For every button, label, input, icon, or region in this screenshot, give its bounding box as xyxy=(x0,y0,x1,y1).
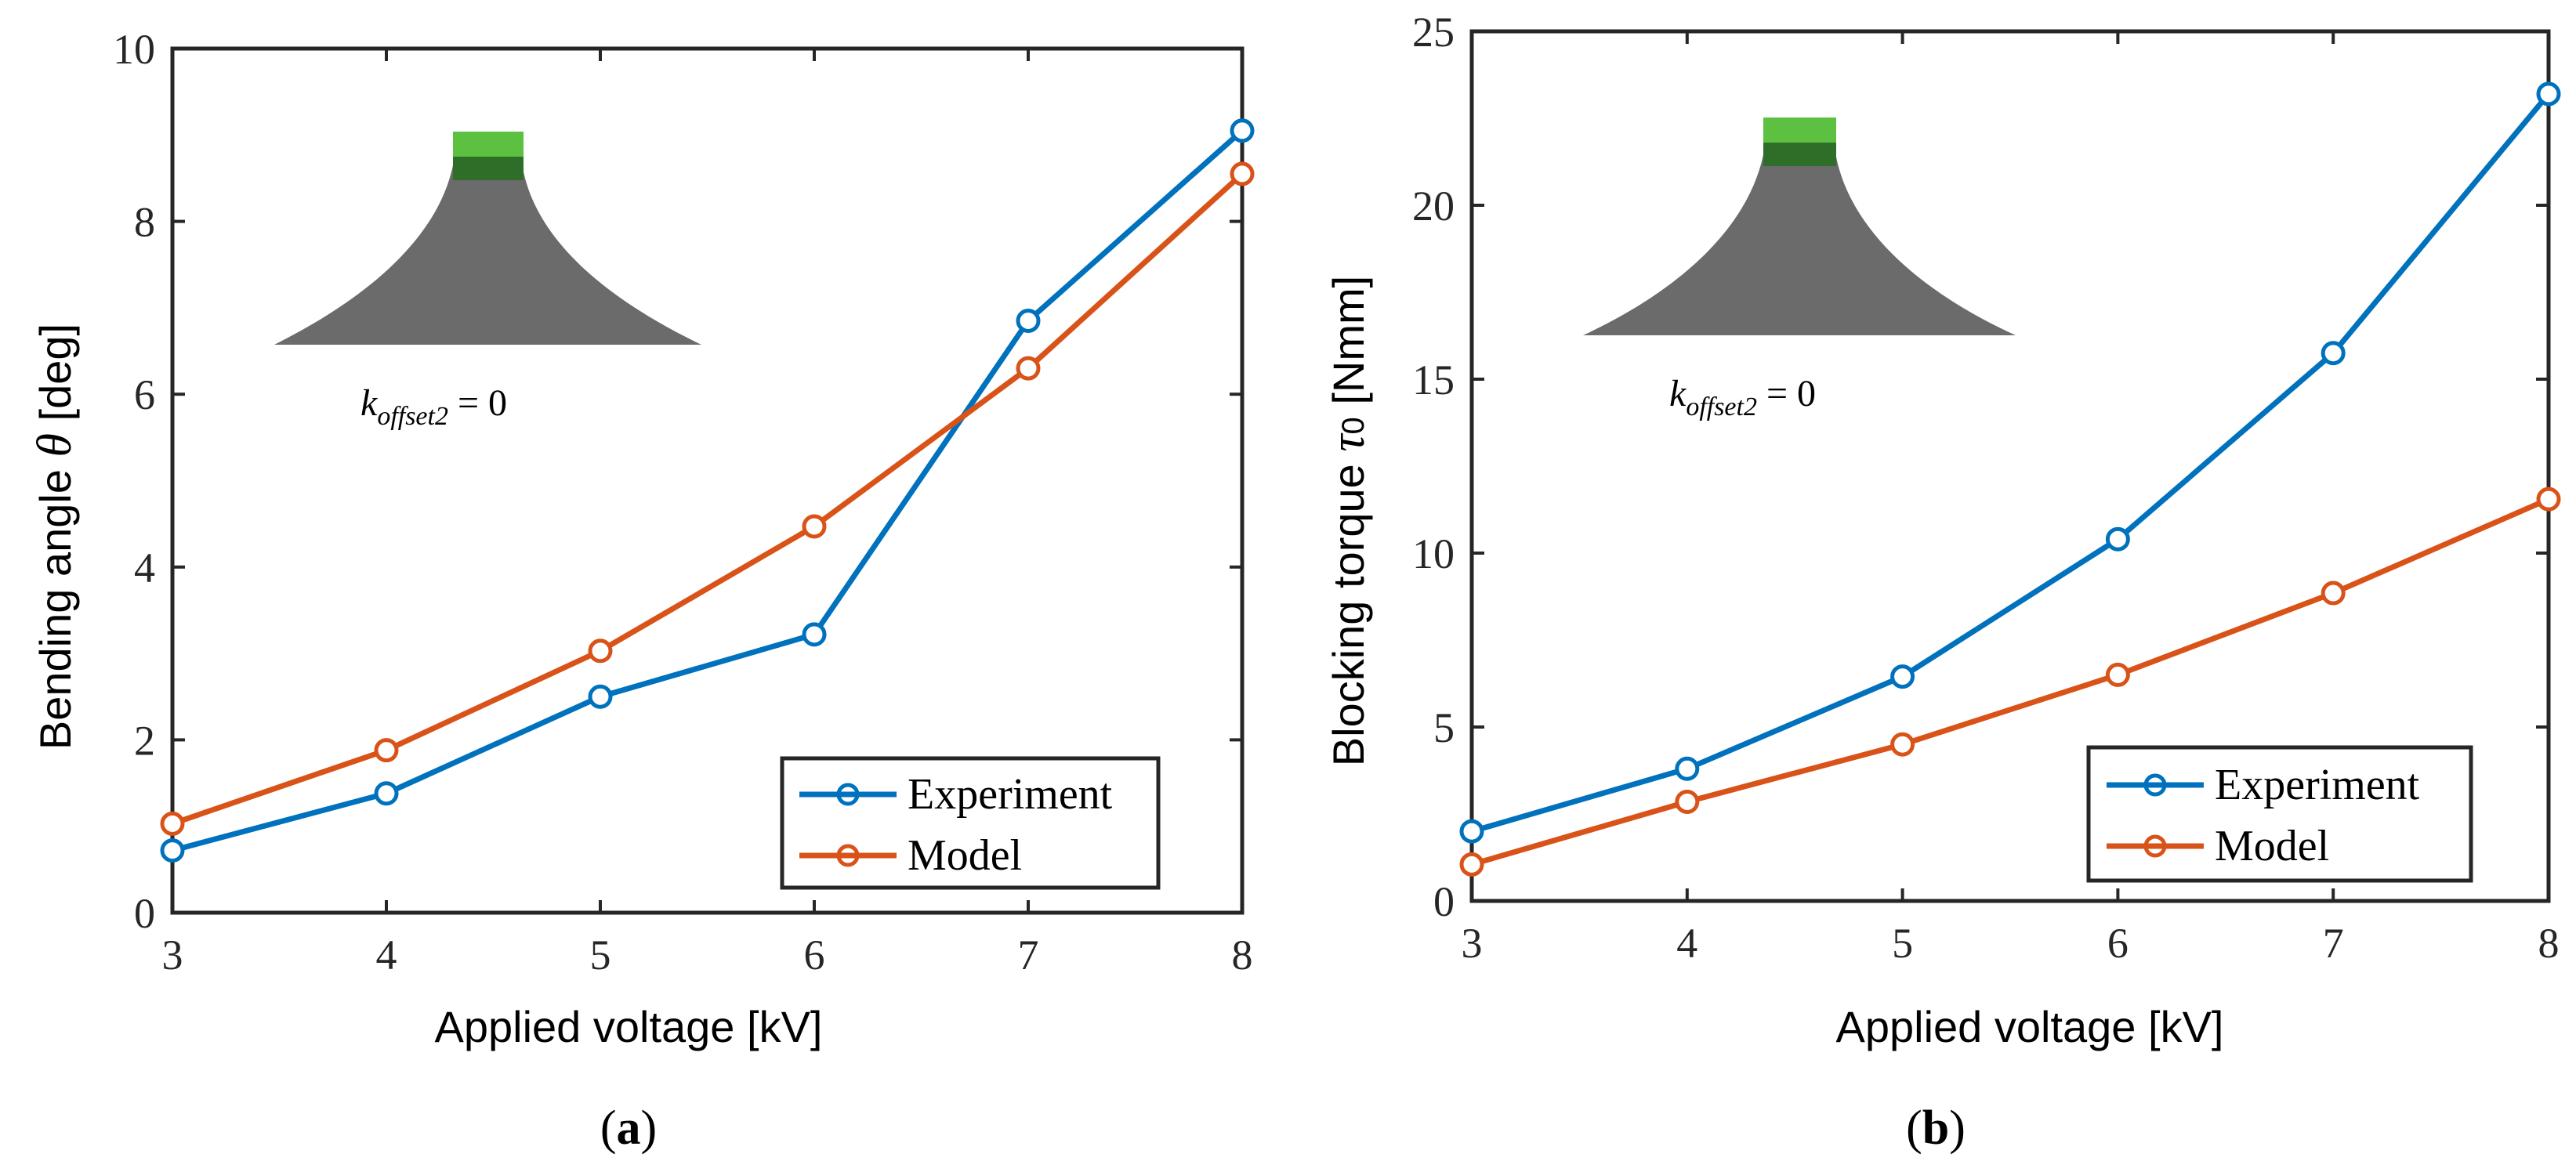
axes-frame-a xyxy=(170,46,1245,915)
data-point-experiment xyxy=(1675,756,1700,781)
legend-marker-experiment-a xyxy=(836,783,860,806)
actuator-beam-shape xyxy=(1583,141,2016,335)
data-point-model xyxy=(588,638,613,664)
data-point-experiment xyxy=(802,622,827,647)
y-tick-label: 25 xyxy=(1412,9,1455,56)
x-tick-label: 7 xyxy=(2323,920,2344,967)
inset-actuator-sketch-a: koffset2 = 0 xyxy=(274,132,701,431)
y-tick-label: 15 xyxy=(1412,356,1455,403)
y-tick-label: 0 xyxy=(134,890,155,937)
clamp-top-block xyxy=(453,132,524,158)
y-tick-label: 5 xyxy=(1433,704,1455,751)
legend-a: Experiment Model xyxy=(780,756,1161,890)
x-tick-label: 6 xyxy=(2107,920,2129,967)
legend-label-experiment-b: Experiment xyxy=(2215,761,2420,809)
data-point-model xyxy=(160,811,185,836)
data-point-experiment xyxy=(588,684,613,709)
y-tick-label: 10 xyxy=(1412,530,1455,577)
legend-label-model-b: Model xyxy=(2215,822,2329,870)
x-tick-label: 4 xyxy=(1676,920,1697,967)
legend-marker-model-a xyxy=(836,844,860,867)
y-tick-label: 2 xyxy=(134,717,155,764)
legend-label-experiment-a: Experiment xyxy=(908,770,1113,819)
legend-box-b xyxy=(2086,745,2473,883)
y-tick-label: 6 xyxy=(134,371,155,418)
x-tick-label: 5 xyxy=(1892,920,1913,967)
panel-label-b: (b) xyxy=(1906,1101,1966,1155)
x-tick-label: 3 xyxy=(1462,920,1483,967)
y-tick-label: 8 xyxy=(134,199,155,246)
y-tick-label: 4 xyxy=(134,544,155,591)
y-axis-label-a: Bending angle θ [deg] xyxy=(28,324,82,750)
x-tick-label: 8 xyxy=(2538,920,2560,967)
data-point-experiment xyxy=(2105,526,2130,552)
inset-annotation: koffset2 = 0 xyxy=(360,382,507,431)
y-tick-labels-b: 0 5 10 15 20 25 xyxy=(1412,9,1455,925)
data-point-model xyxy=(802,514,827,539)
axes-frame-b xyxy=(1469,29,2551,903)
panel-label-a: (a) xyxy=(600,1101,657,1155)
legend-label-model-a: Model xyxy=(908,831,1022,880)
data-point-experiment xyxy=(160,838,185,863)
series-line-experiment-b xyxy=(1471,92,2551,834)
x-axis-label-a: Applied voltage [kV] xyxy=(435,1002,823,1051)
y-tick-label: 10 xyxy=(113,26,155,73)
y-tick-label: 0 xyxy=(1433,878,1455,925)
data-point-model xyxy=(1230,161,1255,186)
panel-a: koffset2 = 0 3 4 5 6 7 8 0 2 4 6 8 10 Applied volt… xyxy=(28,26,1255,1155)
actuator-beam-shape xyxy=(274,157,701,345)
data-point-model xyxy=(1459,852,1484,877)
x-tick-labels-a: 3 4 5 6 7 8 xyxy=(162,931,1253,978)
data-point-experiment xyxy=(1459,819,1484,844)
legend-b: Experiment Model xyxy=(2086,745,2473,883)
x-tick-label: 3 xyxy=(162,931,183,978)
x-tick-label: 4 xyxy=(376,931,397,978)
data-point-experiment xyxy=(1016,308,1041,333)
clamp-bottom-block xyxy=(1763,143,1836,166)
data-point-experiment xyxy=(2321,341,2346,366)
y-tick-label: 20 xyxy=(1412,183,1455,230)
data-point-model xyxy=(2536,487,2561,512)
x-tick-label: 6 xyxy=(804,931,825,978)
y-tick-labels-a: 0 2 4 6 8 10 xyxy=(113,26,155,937)
x-tick-labels-b: 3 4 5 6 7 8 xyxy=(1462,920,2560,967)
data-point-model xyxy=(1675,789,1700,814)
inset-actuator-sketch-b: koffset2 = 0 xyxy=(1583,118,2016,421)
data-point-model xyxy=(2321,581,2346,606)
data-point-experiment xyxy=(1230,118,1255,143)
inset-annotation: koffset2 = 0 xyxy=(1669,373,1816,421)
series-line-model-b xyxy=(1471,496,2550,867)
data-point-model xyxy=(2105,662,2130,687)
data-point-experiment xyxy=(374,781,399,806)
series-line-experiment-a xyxy=(172,128,1245,853)
x-axis-label-b: Applied voltage [kV] xyxy=(1836,1002,2224,1051)
series-layer-a xyxy=(160,118,1255,863)
data-point-experiment xyxy=(2536,81,2561,107)
data-point-model xyxy=(1890,732,1915,757)
panel-b: koffset2 = 0 3 4 5 6 7 8 0 5 10 15 20 25 Applied v… xyxy=(1321,9,2561,1155)
x-tick-label: 8 xyxy=(1232,931,1253,978)
y-axis-label-b: Blocking torque τ0 [Nmm] xyxy=(1321,276,1375,766)
clamp-bottom-block xyxy=(453,157,524,180)
series-line-model-a xyxy=(171,172,1245,827)
legend-marker-experiment-b xyxy=(2143,773,2167,797)
x-tick-label: 5 xyxy=(590,931,611,978)
data-point-experiment xyxy=(1890,664,1915,689)
series-layer-b xyxy=(1459,81,2561,877)
data-point-model xyxy=(374,738,399,763)
data-point-model xyxy=(1016,356,1041,381)
clamp-top-block xyxy=(1763,118,1836,144)
x-tick-label: 7 xyxy=(1018,931,1039,978)
legend-marker-model-b xyxy=(2143,834,2167,858)
